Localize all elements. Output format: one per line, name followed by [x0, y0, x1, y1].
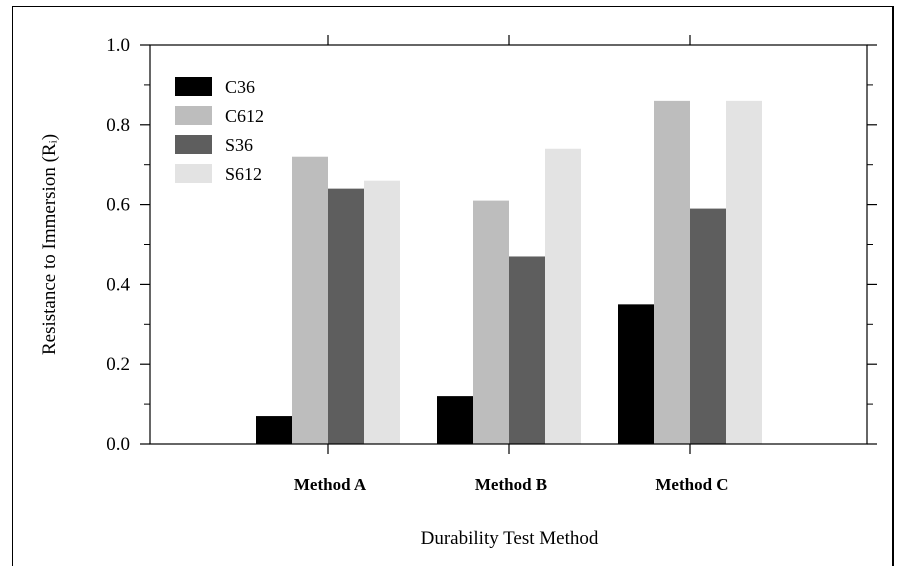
bar-s612 — [726, 100, 762, 445]
x-axis-label: Durability Test Method — [421, 528, 599, 549]
legend-label: S612 — [225, 164, 262, 184]
bar-s36 — [690, 208, 726, 444]
legend-label: C612 — [225, 106, 264, 126]
legend-swatch — [175, 164, 212, 183]
chart-frame — [12, 6, 894, 566]
y-tick-label: 0.6 — [106, 195, 130, 216]
y-tick-label: 0.4 — [106, 274, 130, 295]
bar-s612 — [545, 148, 581, 445]
x-tick-label: Method A — [294, 475, 367, 494]
legend-label: C36 — [225, 77, 255, 97]
y-tick-label: 0.8 — [106, 115, 130, 136]
x-tick-labels: Method A Method B Method C — [294, 475, 729, 494]
x-tick-label: Method C — [655, 475, 728, 494]
bar-c612 — [473, 200, 509, 444]
x-tick-label: Method B — [475, 475, 547, 494]
y-tick-labels: 0.0 0.2 0.4 0.6 0.8 1.0 — [106, 35, 130, 455]
bar-s36 — [509, 256, 545, 444]
bar-c36 — [618, 304, 654, 444]
legend-label: S36 — [225, 135, 253, 155]
bar-c612 — [292, 156, 328, 444]
legend-swatch — [175, 135, 212, 154]
y-axis-label: Resistance to Immersion (Rᵢ) — [39, 134, 60, 355]
y-tick-label: 1.0 — [106, 35, 130, 56]
bar-s612 — [364, 180, 400, 444]
bars-layer — [256, 100, 762, 445]
legend: C36 C612 S36 S612 — [175, 77, 264, 184]
plot-area — [149, 44, 868, 445]
ticks-layer — [140, 35, 877, 454]
bar-c36 — [437, 396, 473, 444]
legend-swatch — [175, 106, 212, 125]
y-tick-label: 0.0 — [106, 434, 130, 455]
bar-s36 — [328, 188, 364, 444]
y-tick-label: 0.2 — [106, 354, 130, 375]
legend-swatch — [175, 77, 212, 96]
bar-c36 — [256, 416, 292, 444]
bar-c612 — [654, 100, 690, 445]
